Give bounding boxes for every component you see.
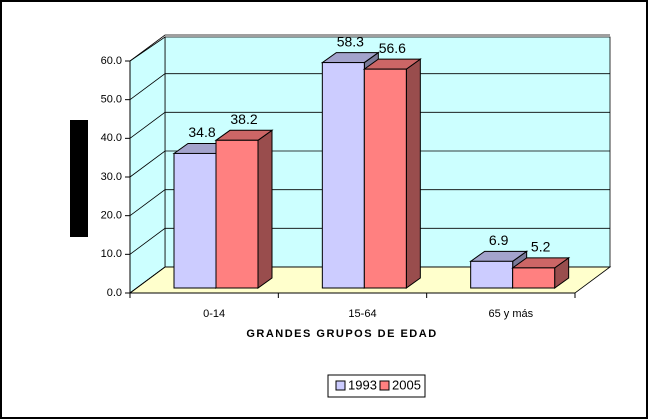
grid-line <box>129 189 610 216</box>
y-tick-label: 50.0 <box>101 94 122 106</box>
side-wall <box>129 36 166 294</box>
y-tick-label: 20.0 <box>101 210 122 222</box>
bar-top-shade <box>512 257 569 268</box>
legend-swatch <box>379 380 390 391</box>
grid-line <box>129 227 610 255</box>
y-axis-label-box <box>70 120 88 237</box>
bar-top-shade <box>364 59 421 70</box>
data-label: 6.9 <box>489 232 509 248</box>
y-tick-label: 60.0 <box>101 55 122 67</box>
legend-box <box>327 374 426 398</box>
data-label: 58.3 <box>337 33 364 49</box>
bar <box>215 139 259 289</box>
x-tick-label: 65 y más <box>489 308 534 320</box>
bar <box>321 62 365 289</box>
grid-line <box>129 73 610 100</box>
bar <box>173 152 217 289</box>
bar <box>512 267 556 289</box>
bar-side-shade <box>258 130 272 288</box>
legend-label: 1993 <box>348 377 377 392</box>
grid-line <box>129 111 610 139</box>
legend-label: 2005 <box>392 377 421 392</box>
grid-line <box>129 150 610 178</box>
bar-top-shade <box>322 52 379 63</box>
y-tick-label: 0.0 <box>107 287 122 299</box>
x-tick-label: 15-64 <box>348 308 376 320</box>
data-label: 38.2 <box>230 111 257 127</box>
y-tick-label: 40.0 <box>101 132 122 144</box>
bar-top-shade <box>470 251 527 262</box>
bar <box>470 260 514 289</box>
x-tick-label: 0-14 <box>203 308 225 320</box>
data-label: 34.8 <box>188 124 215 140</box>
grid-line <box>129 34 610 62</box>
bar-top-shade <box>216 130 272 141</box>
legend-swatch <box>335 380 346 391</box>
y-tick-label: 10.0 <box>101 248 122 260</box>
x-axis-title: GRANDES GRUPOS DE EDAD <box>246 328 437 340</box>
y-tick-label: 30.0 <box>101 171 122 183</box>
data-label: 56.6 <box>379 40 406 56</box>
bar <box>363 68 407 289</box>
bar-side-shade <box>406 59 421 288</box>
grid-line <box>129 266 610 294</box>
data-label: 5.2 <box>531 239 551 255</box>
